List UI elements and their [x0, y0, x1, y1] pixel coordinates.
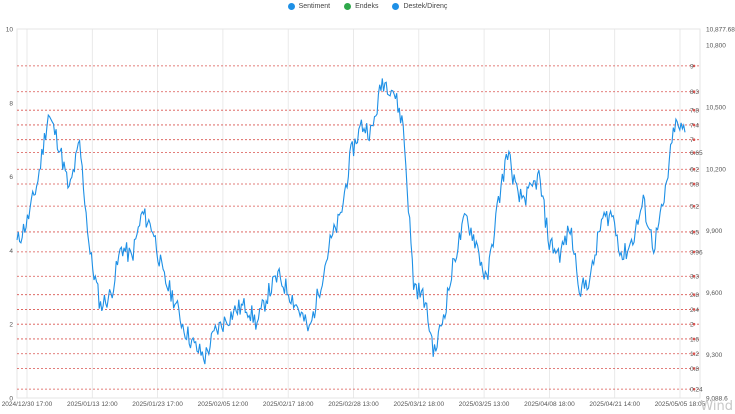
right-axis-tick-label: 10,800 [706, 43, 726, 50]
level-marker [692, 322, 696, 326]
left-axis-tick-label: 4 [9, 248, 13, 255]
level-label: 7.8 [690, 108, 699, 115]
legend-label: Destek/Direnç [403, 3, 448, 10]
right-axis-tick-label: 9,600 [706, 290, 723, 297]
x-tick-label: 2025/04/21 14:00 [589, 401, 640, 408]
level-marker [692, 90, 696, 94]
legend-item-endeks[interactable]: Endeks [344, 3, 378, 10]
level-label: 9 [690, 63, 694, 70]
x-tick-label: 2025/02/05 12:00 [198, 401, 249, 408]
legend-marker [344, 3, 352, 10]
x-tick-label: 2025/02/17 18:00 [263, 401, 314, 408]
x-tick-label: 2025/01/23 17:00 [132, 401, 183, 408]
level-label: 4.5 [690, 229, 699, 236]
level-label: 5.2 [690, 204, 699, 211]
left-axis-tick-label: 0 [9, 396, 13, 403]
right-axis-tick-label: 9,300 [706, 352, 723, 359]
level-marker [692, 250, 696, 254]
x-tick-label: 2025/03/12 18:00 [393, 401, 444, 408]
x-tick-label: 2025/01/13 12:00 [67, 401, 118, 408]
x-tick-label: 2025/05/05 18:05 [655, 401, 706, 408]
level-marker [692, 182, 696, 186]
level-label: 6.2 [690, 167, 699, 174]
level-marker [692, 123, 696, 127]
plot-frame [16, 28, 701, 399]
x-tick-label: 2025/03/25 13:00 [459, 401, 510, 408]
level-label: 0.8 [690, 366, 699, 373]
level-marker [692, 151, 696, 154]
left-axis-tick-label: 8 [9, 100, 13, 107]
level-marker [692, 64, 696, 68]
level-label: 3.96 [690, 249, 703, 256]
legend-item-sentiment[interactable]: Sentiment [287, 3, 331, 10]
level-marker [692, 367, 696, 370]
level-marker [692, 293, 696, 296]
level-marker [692, 308, 696, 311]
left-axis-tick-label: 6 [9, 174, 13, 181]
level-label: 3.3 [690, 274, 699, 281]
level-label: 1.6 [690, 336, 699, 343]
level-label: 2 [690, 322, 694, 329]
level-label: 0.24 [690, 387, 703, 394]
level-label: 2.4 [690, 307, 699, 314]
legend-marker [392, 3, 400, 10]
left-axis-tick-label: 2 [9, 322, 13, 329]
right-axis-tick-label: 9,088.6 [706, 396, 728, 403]
legend-marker [287, 3, 295, 10]
x-tick-label: 2025/02/28 13:00 [328, 401, 379, 408]
level-label: 2.8 [690, 292, 699, 299]
level-label: 7.4 [690, 122, 699, 129]
level-marker [692, 204, 696, 208]
level-marker [692, 387, 696, 391]
level-marker [692, 274, 696, 278]
chart-legend: Sentiment Endeks Destek/Direnç [0, 3, 735, 10]
right-axis-tick-label: 10,200 [706, 166, 726, 173]
left-axis-tick-label: 10 [6, 27, 14, 34]
sentiment-line [16, 78, 686, 365]
level-label: 8.3 [690, 89, 699, 96]
right-axis-tick-label: 9,900 [706, 228, 723, 235]
watermark: Wind [700, 399, 733, 414]
level-marker [692, 108, 696, 112]
level-label: 5.8 [690, 181, 699, 188]
level-marker [692, 337, 696, 341]
level-label: 7 [690, 137, 694, 144]
level-marker [692, 138, 696, 141]
legend-label: Endeks [355, 3, 379, 10]
right-axis-tick-label: 10,500 [706, 104, 726, 111]
legend-label: Sentiment [298, 3, 331, 10]
x-tick-label: 2024/12/30 17:00 [2, 401, 53, 408]
right-axis-tick-label: 10,877.68 [706, 27, 735, 34]
legend-item-destek-direnc[interactable]: Destek/Direnç [392, 3, 447, 10]
level-marker [692, 352, 696, 356]
level-marker [692, 167, 696, 171]
level-marker [692, 230, 696, 234]
level-label: 1.2 [690, 351, 699, 358]
x-tick-label: 2025/04/08 18:00 [524, 401, 575, 408]
level-label: 6.65 [690, 150, 703, 157]
